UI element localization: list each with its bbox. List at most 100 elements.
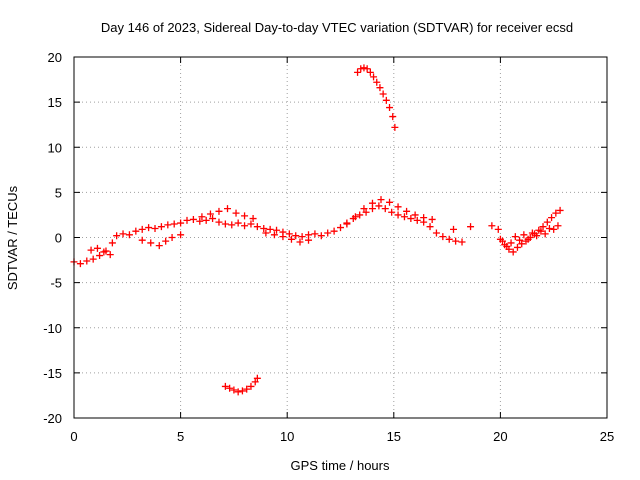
data-point [198, 213, 206, 221]
data-point [285, 230, 293, 238]
data-point [87, 246, 95, 254]
data-point [388, 208, 396, 216]
data-point [76, 260, 84, 268]
y-tick-label: -10 [43, 321, 62, 336]
data-point [206, 210, 214, 218]
data-point [234, 388, 242, 396]
data-point [511, 233, 519, 241]
x-tick-label: 25 [600, 429, 614, 444]
data-point [375, 202, 383, 210]
data-point [157, 223, 165, 231]
data-point [266, 225, 274, 233]
data-point [96, 252, 104, 260]
x-axis-label: GPS time / hours [291, 458, 390, 473]
data-point [533, 232, 541, 240]
data-point [520, 231, 528, 239]
x-tick-label: 20 [493, 429, 507, 444]
data-point [379, 90, 387, 98]
series-upper-band [198, 196, 436, 227]
data-point [209, 215, 217, 223]
data-point [386, 198, 394, 206]
series-late-cluster-lower [499, 222, 562, 251]
data-point [145, 224, 153, 232]
data-point [177, 231, 185, 239]
data-point [541, 230, 549, 238]
data-point [83, 257, 91, 265]
data-point [360, 205, 368, 213]
data-point [389, 113, 397, 121]
data-point [488, 222, 496, 230]
y-tick-label: 15 [48, 95, 62, 110]
data-point [215, 207, 223, 215]
data-point [177, 219, 185, 227]
data-point [238, 387, 246, 395]
data-point [226, 384, 234, 392]
data-point [391, 123, 399, 131]
data-point [360, 64, 368, 72]
data-point [552, 209, 560, 217]
data-point [428, 215, 436, 223]
data-point [356, 211, 364, 219]
data-point [247, 220, 255, 228]
data-point [151, 224, 159, 232]
data-point [147, 239, 155, 247]
data-point [556, 206, 564, 214]
data-point [324, 229, 332, 237]
data-point [366, 68, 374, 76]
ticks-layer: 0 5 10 15 20 25 -20 -15 -10 -5 0 5 10 15 20 [43, 50, 614, 444]
data-point [287, 235, 295, 243]
data-point [270, 231, 278, 239]
y-tick-label: -20 [43, 411, 62, 426]
data-point [386, 104, 394, 112]
series-main-band [70, 202, 460, 268]
data-point [253, 374, 261, 382]
data-point [260, 224, 268, 232]
data-point [554, 222, 562, 230]
y-tick-label: 5 [55, 185, 62, 200]
x-tick-label: 0 [70, 429, 77, 444]
data-point [432, 229, 440, 237]
data-point [100, 248, 108, 256]
data-point [377, 196, 385, 204]
data-point [113, 232, 121, 240]
data-point [215, 218, 223, 226]
x-tick-label: 5 [177, 429, 184, 444]
data-point [292, 232, 300, 240]
data-point [262, 229, 270, 237]
data-point [243, 385, 251, 393]
data-point [162, 237, 170, 245]
data-point [343, 219, 351, 227]
data-point [183, 216, 191, 224]
data-point [509, 248, 517, 256]
data-point [296, 238, 304, 246]
data-point [420, 214, 428, 222]
data-point [89, 255, 97, 263]
data-point [253, 223, 261, 231]
data-point [108, 239, 116, 247]
data-point [467, 223, 475, 231]
data-point [503, 243, 511, 251]
data-point [232, 209, 240, 217]
data-point [458, 238, 466, 246]
data-point [524, 235, 532, 243]
data-point [494, 225, 502, 233]
chart-title: Day 146 of 2023, Sidereal Day-to-day VTE… [101, 20, 573, 35]
data-point [426, 223, 434, 231]
data-point [221, 382, 229, 390]
data-point [548, 214, 556, 222]
data-point [168, 234, 176, 241]
data-point [400, 213, 408, 221]
data-point [228, 221, 236, 229]
data-point [317, 232, 325, 240]
data-point [155, 242, 163, 250]
y-tick-label: 10 [48, 140, 62, 155]
series-lower-band [87, 229, 313, 259]
data-point [279, 233, 287, 241]
series-negative-arc [221, 374, 261, 396]
data-point [381, 205, 389, 213]
data-point [543, 218, 551, 226]
data-point [537, 227, 545, 235]
data-point [373, 78, 381, 86]
data-point [234, 219, 242, 227]
